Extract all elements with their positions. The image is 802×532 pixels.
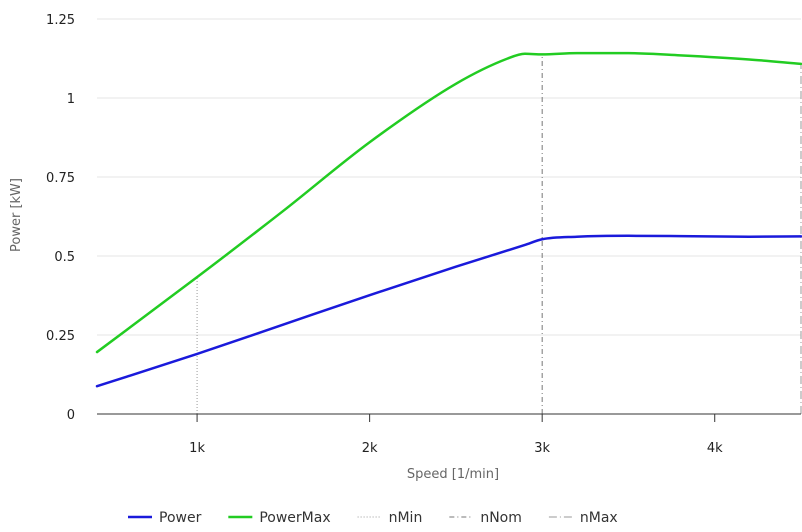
series-line-powermax (95, 51, 802, 354)
x-tick-label: 3k (534, 441, 550, 456)
x-tick-label: 4k (707, 441, 723, 456)
series-line-power (95, 234, 802, 388)
x-axis-title: Speed [1/min] (407, 467, 499, 482)
legend-item-nnom[interactable]: nNom (449, 510, 522, 526)
y-tick-labels: 0 0.25 0.5 0.75 1 1.25 (46, 13, 75, 423)
legend-label: PowerMax (259, 510, 330, 526)
x-tick-labels: 1k 2k 3k 4k (189, 441, 723, 456)
y-axis-title: Power [kW] (9, 178, 24, 252)
legend-label: nMax (580, 510, 618, 526)
series-lines (95, 51, 802, 388)
x-tick-label: 2k (362, 441, 378, 456)
y-tick-label: 1.25 (46, 13, 75, 28)
legend-item-powermax[interactable]: PowerMax (228, 510, 331, 526)
y-tick-label: 0 (67, 408, 75, 423)
vertical-markers (196, 54, 802, 414)
grid-lines (97, 18, 801, 336)
legend-item-nmax[interactable]: nMax (548, 510, 618, 526)
y-tick-label: 1 (67, 92, 75, 107)
legend-label: Power (159, 510, 202, 526)
y-tick-label: 0.25 (46, 329, 75, 344)
legend-item-power[interactable]: Power (128, 510, 202, 526)
legend[interactable]: Power PowerMax nMin nNom nMax (128, 510, 618, 526)
axes (97, 413, 801, 422)
legend-item-nmin[interactable]: nMin (357, 510, 423, 526)
x-tick-label: 1k (189, 441, 205, 456)
y-tick-label: 0.5 (54, 250, 75, 265)
y-tick-label: 0.75 (46, 171, 75, 186)
legend-label: nNom (480, 510, 522, 526)
legend-label: nMin (389, 510, 423, 526)
